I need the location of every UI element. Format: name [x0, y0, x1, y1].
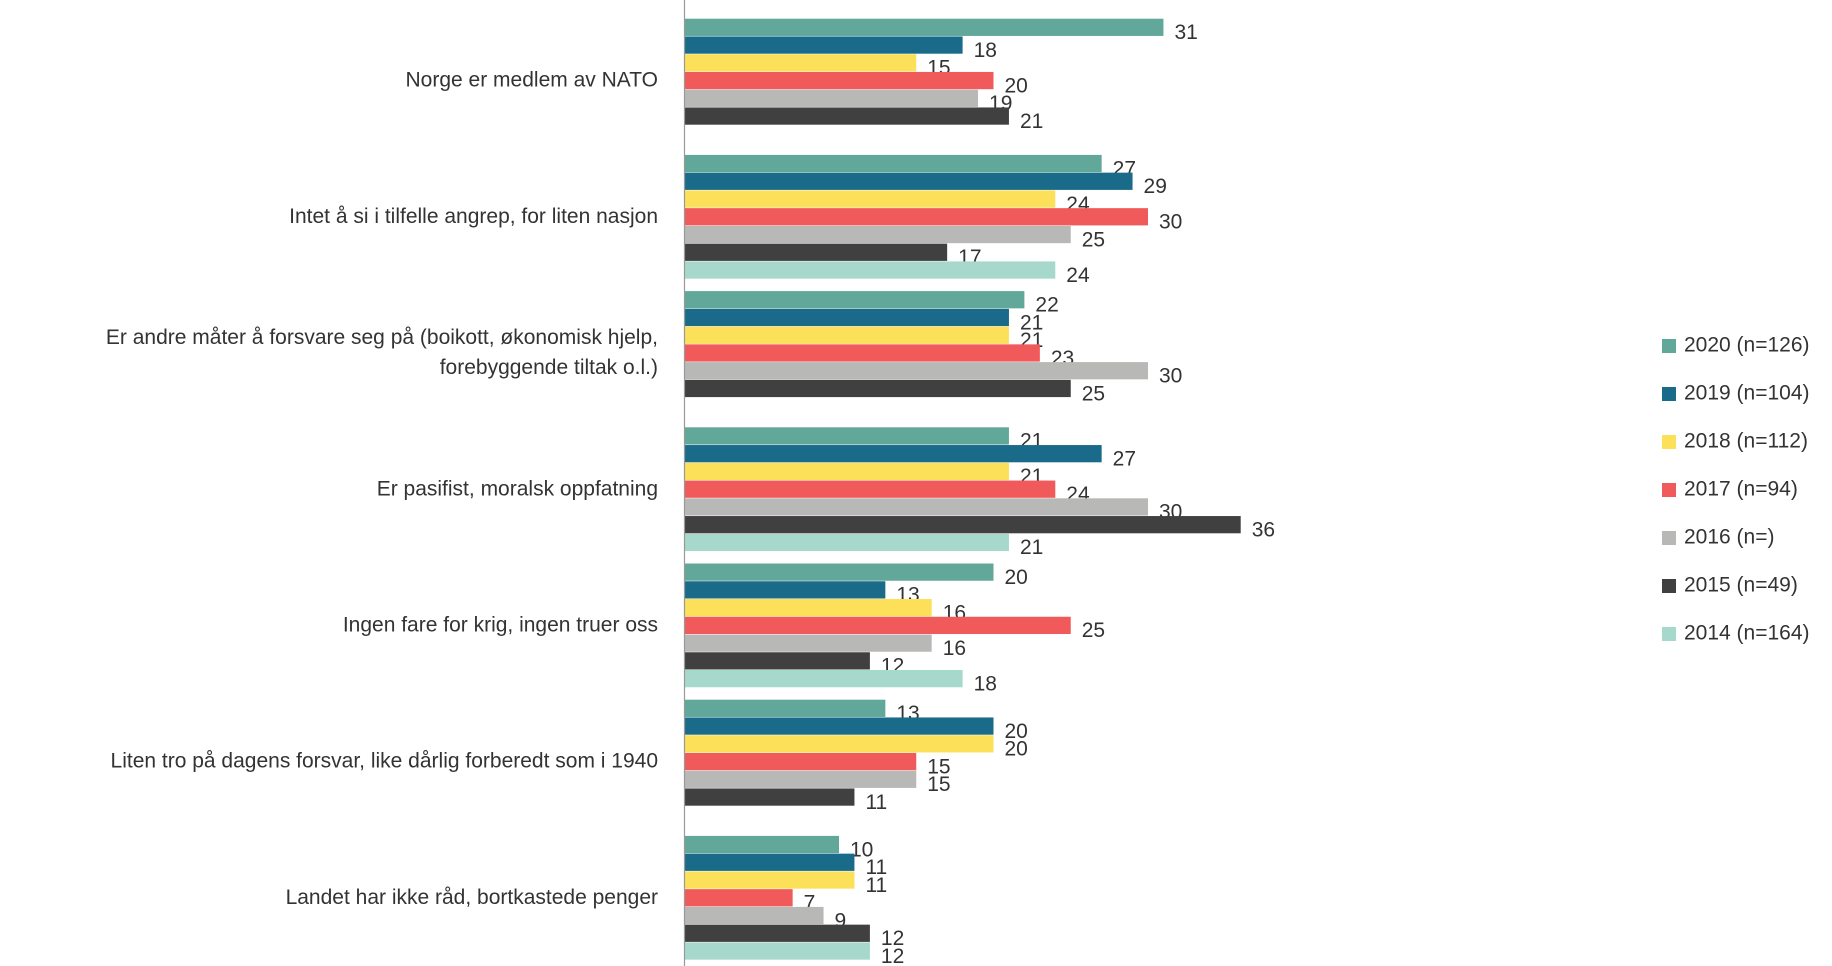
bar: [684, 516, 1241, 534]
bar: [684, 853, 855, 871]
category-label: Landet har ikke råd, bortkastede penger: [286, 885, 658, 908]
value-label: 25: [1082, 619, 1105, 642]
legend-label: 2014 (n=164): [1684, 622, 1810, 645]
value-label: 21: [1020, 311, 1043, 334]
value-label: 12: [881, 927, 904, 950]
bar: [684, 462, 1009, 481]
bar: [684, 326, 1009, 344]
bar: [684, 735, 994, 753]
value-label: 16: [943, 637, 966, 660]
bar: [684, 107, 1009, 125]
bar: [684, 54, 917, 72]
legend-swatch: [1662, 387, 1676, 401]
bar: [684, 770, 917, 788]
bar: [684, 208, 1148, 226]
legend-label: 2019 (n=104): [1684, 382, 1810, 405]
bar: [684, 480, 1056, 498]
value-label: 25: [1082, 382, 1105, 405]
bar: [684, 581, 886, 599]
value-label: 21: [1020, 536, 1043, 559]
value-label: 9: [835, 909, 847, 932]
bar: [684, 445, 1102, 463]
bar: [684, 616, 1071, 634]
bar: [684, 308, 1009, 327]
value-label: 22: [1035, 294, 1058, 317]
category-label: Er pasifist, moralsk oppfatning: [377, 477, 658, 500]
legend-label: 2015 (n=49): [1684, 574, 1798, 597]
legend-swatch: [1662, 627, 1676, 641]
value-label: 10: [850, 838, 873, 861]
value-label: 20: [1005, 74, 1028, 97]
legend-swatch: [1662, 435, 1676, 449]
bar: [684, 599, 932, 617]
bar: [684, 427, 1009, 445]
value-label: 11: [865, 856, 887, 879]
value-label: 15: [927, 773, 950, 796]
bar: [684, 154, 1102, 173]
bar: [684, 71, 994, 90]
bar: [684, 717, 994, 735]
value-label: 11: [865, 874, 887, 897]
category-label: Liten tro på dagens forsvar, like dårlig…: [111, 749, 658, 772]
legend-label: 2018 (n=112): [1684, 430, 1808, 453]
value-label: 30: [1159, 365, 1182, 388]
bar: [684, 89, 979, 107]
legend-swatch: [1662, 339, 1676, 353]
legend-swatch: [1662, 531, 1676, 545]
bar: [684, 924, 870, 942]
bar: [684, 225, 1071, 244]
value-label: 20: [1005, 720, 1028, 743]
value-label: 18: [974, 39, 997, 62]
value-label: 30: [1159, 211, 1182, 234]
category-label: Ingen fare for krig, ingen truer oss: [343, 613, 658, 636]
value-label: 25: [1082, 228, 1105, 251]
value-label: 20: [1005, 738, 1028, 761]
value-label: 15: [927, 755, 950, 778]
bar: [684, 652, 870, 670]
bar: [684, 871, 855, 889]
legend-label: 2016 (n=): [1684, 526, 1774, 549]
category-label: Norge er medlem av NATO: [406, 68, 658, 91]
value-label: 31: [1174, 21, 1197, 44]
bar: [684, 533, 1009, 552]
bar: [684, 190, 1056, 208]
bar: [684, 563, 994, 581]
category-label: Er andre måter å forsvare seg på (boikot…: [106, 326, 658, 379]
bar: [684, 291, 1025, 309]
legend-swatch: [1662, 483, 1676, 497]
bar: [684, 172, 1133, 190]
bar: [684, 906, 824, 925]
value-label: 36: [1252, 518, 1275, 541]
value-label: 7: [804, 892, 816, 915]
value-label: 29: [1144, 175, 1167, 198]
bar: [684, 788, 855, 806]
bar: [684, 344, 1040, 362]
value-label: 20: [1005, 566, 1028, 589]
legend-label: 2020 (n=126): [1684, 334, 1810, 357]
bar: [684, 36, 963, 54]
bar: [684, 942, 870, 960]
value-label: 18: [974, 672, 997, 695]
bar: [684, 889, 793, 907]
legend-label: 2017 (n=94): [1684, 478, 1798, 501]
legend-swatch: [1662, 579, 1676, 593]
value-label: 24: [1066, 264, 1090, 287]
bar: [684, 699, 886, 717]
value-label: 12: [881, 945, 904, 966]
bar: [684, 261, 1056, 279]
category-label: Intet å si i tilfelle angrep, for liten …: [289, 204, 658, 227]
bar: [684, 362, 1148, 380]
bar: [684, 670, 963, 688]
value-label: 11: [865, 791, 887, 814]
bar: [684, 752, 917, 771]
bar: [684, 18, 1164, 36]
bar: [684, 243, 948, 261]
value-label: 27: [1113, 447, 1136, 470]
bar: [684, 634, 932, 652]
bar: [684, 835, 839, 854]
bar: [684, 379, 1071, 398]
bar: [684, 498, 1148, 516]
value-label: 21: [1020, 110, 1043, 133]
